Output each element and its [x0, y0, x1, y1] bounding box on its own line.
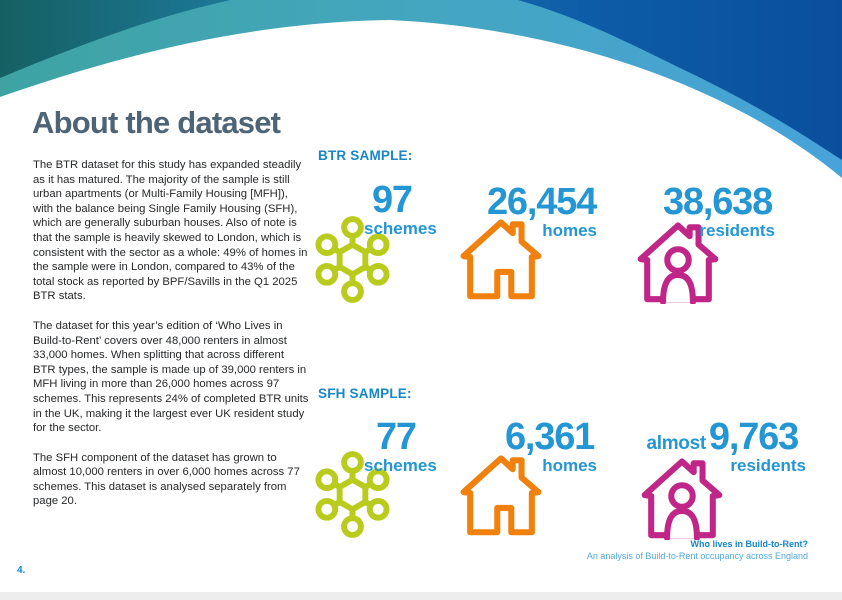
- stat-value: 38,638: [663, 181, 773, 223]
- sfh-homes-stat: 6,361 homes: [458, 417, 648, 552]
- bottom-strip: [0, 592, 842, 600]
- stat-value: 97: [372, 179, 413, 221]
- btr-residents-stat: 38,638 residents: [636, 180, 826, 315]
- stat-unit: homes: [542, 221, 597, 240]
- sfh-sample-label: SFH SAMPLE:: [318, 386, 412, 401]
- page-number: 4.: [17, 565, 26, 576]
- paragraph-3: The SFH component of the dataset has gro…: [33, 451, 300, 508]
- sfh-schemes-stat: 77 schemes: [314, 417, 504, 552]
- sfh-residents-stat: almost9,763 residents: [636, 417, 826, 552]
- stat-unit: homes: [542, 456, 597, 475]
- btr-homes-stat: 26,454 homes: [458, 180, 648, 315]
- stat-value: 26,454: [487, 181, 597, 223]
- stat-unit: schemes: [364, 456, 437, 475]
- stat-value: 6,361: [505, 416, 595, 458]
- header-wave-graphic: [0, 0, 842, 178]
- stat-value: 77: [376, 416, 417, 458]
- paragraph-1: The BTR dataset for this study has expan…: [33, 159, 308, 303]
- footer-report-title: Who lives in Build-to-Rent?: [690, 539, 809, 549]
- btr-schemes-stat: 97 schemes: [314, 180, 504, 315]
- stat-unit: schemes: [364, 219, 437, 238]
- btr-sample-label: BTR SAMPLE:: [318, 148, 413, 163]
- stat-value: almost9,763: [636, 416, 799, 463]
- stat-prefix: almost: [646, 433, 706, 454]
- page-title: About the dataset: [32, 105, 281, 140]
- stat-unit: residents: [699, 221, 775, 240]
- stat-unit: residents: [730, 456, 806, 475]
- paragraph-2: The dataset for this year’s edition of ‘…: [33, 319, 309, 435]
- stat-number: 9,763: [708, 416, 799, 458]
- body-text: The BTR dataset for this study has expan…: [33, 158, 309, 524]
- footer-report-subtitle: An analysis of Build-to-Rent occupancy a…: [586, 551, 808, 561]
